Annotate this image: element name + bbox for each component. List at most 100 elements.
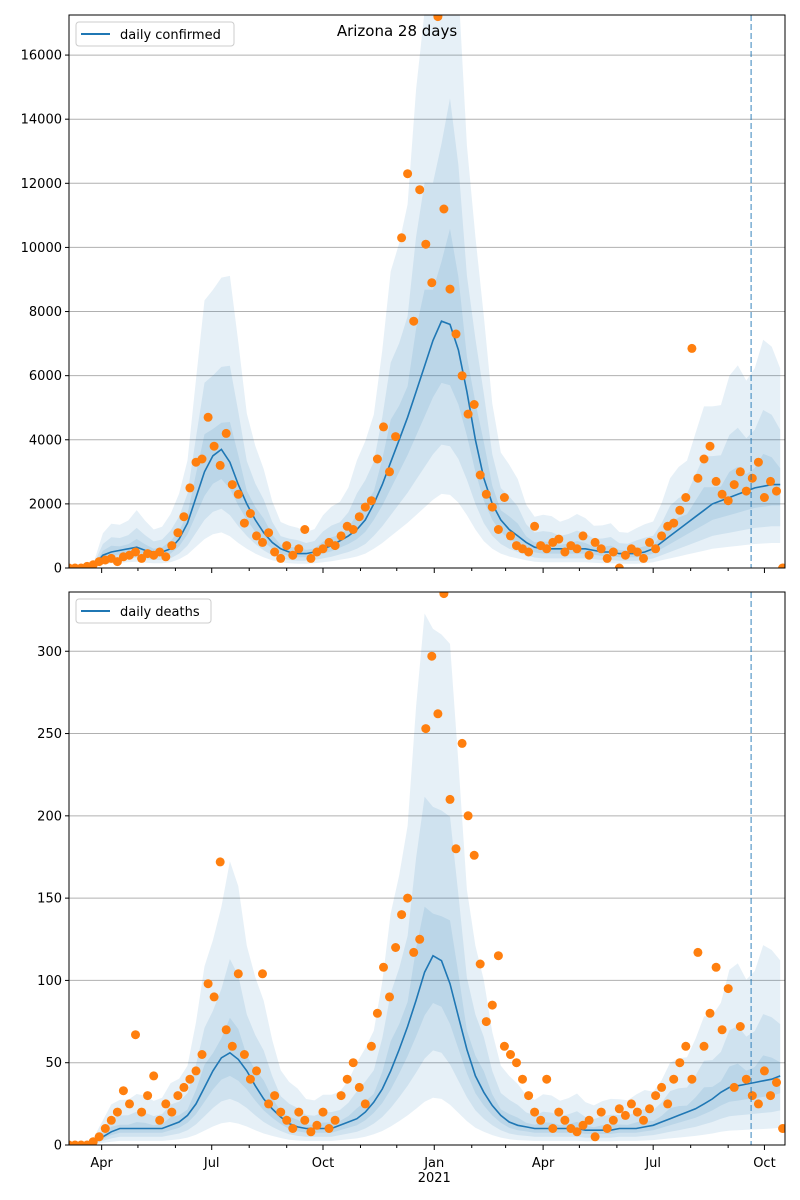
observed-point <box>427 278 437 288</box>
observed-point <box>288 1124 298 1133</box>
observed-point <box>530 1107 540 1117</box>
observed-point <box>741 1074 751 1084</box>
observed-point <box>614 563 624 568</box>
y-tick-label: 16000 <box>21 49 62 64</box>
observed-point <box>518 1074 527 1084</box>
observed-point <box>179 512 189 522</box>
observed-point <box>379 422 388 432</box>
legend: daily deaths <box>75 598 212 624</box>
observed-point <box>705 441 715 451</box>
observed-point <box>699 454 709 464</box>
observed-point <box>185 1074 195 1084</box>
observed-point <box>300 525 310 534</box>
observed-point <box>227 1041 237 1051</box>
observed-point <box>185 483 195 493</box>
observed-point <box>294 544 304 554</box>
observed-point <box>717 489 727 499</box>
observed-point <box>639 1115 648 1125</box>
observed-point <box>252 1066 261 1076</box>
observed-point <box>645 537 654 547</box>
observed-point <box>457 738 467 748</box>
observed-point <box>723 984 733 994</box>
observed-point <box>469 400 479 409</box>
observed-point <box>372 454 382 464</box>
observed-point <box>766 1091 775 1101</box>
observed-point <box>711 476 721 486</box>
observed-point <box>481 489 491 499</box>
observed-point <box>602 1124 612 1133</box>
y-tick-label: 4000 <box>29 433 62 448</box>
observed-point <box>451 844 461 854</box>
observed-point <box>506 531 515 541</box>
observed-point <box>161 1099 171 1109</box>
observed-point <box>778 563 785 568</box>
observed-point <box>167 1107 177 1117</box>
observed-point <box>233 489 243 499</box>
observed-point <box>118 1086 128 1096</box>
observed-point <box>723 496 733 506</box>
x-year-label: 2021 <box>418 1171 451 1186</box>
observed-point <box>699 1041 709 1051</box>
observed-point <box>155 547 165 557</box>
observed-point <box>645 1104 654 1114</box>
observed-point <box>578 1120 588 1130</box>
observed-point <box>391 943 401 952</box>
observed-point <box>221 1025 231 1035</box>
observed-point <box>584 550 594 560</box>
observed-point <box>391 432 401 442</box>
observed-point <box>239 1050 249 1059</box>
observed-point <box>415 934 425 944</box>
observed-point <box>693 947 703 957</box>
y-tick-label: 300 <box>37 645 62 660</box>
y-tick-label: 0 <box>54 562 62 577</box>
legend-label: daily confirmed <box>120 28 221 43</box>
legend-box <box>75 598 212 624</box>
observed-point <box>560 1115 570 1125</box>
observed-point <box>264 1099 274 1109</box>
observed-point <box>245 1074 255 1084</box>
y-tick-label: 6000 <box>29 369 62 384</box>
observed-point <box>499 1041 509 1051</box>
observed-point <box>572 544 582 554</box>
observed-point <box>693 473 703 483</box>
x-tick-label: Apr <box>532 1156 555 1171</box>
observed-point <box>463 811 473 821</box>
observed-point <box>439 592 449 599</box>
plot-area <box>69 592 785 1145</box>
observed-point <box>415 185 425 195</box>
observed-point <box>620 550 630 560</box>
observed-point <box>336 1091 346 1101</box>
observed-point <box>536 1115 546 1125</box>
observed-point <box>252 531 261 541</box>
observed-point <box>747 1091 757 1101</box>
y-tick-label: 250 <box>37 727 62 742</box>
observed-point <box>614 1104 624 1114</box>
panel-deaths: 0 50 100 150 200 250 300 daily deaths <box>37 591 786 1154</box>
observed-point <box>657 531 667 541</box>
observed-point <box>481 1017 491 1027</box>
x-tick-label: Jul <box>203 1156 220 1171</box>
observed-point <box>542 1074 552 1084</box>
observed-point <box>282 1115 292 1125</box>
observed-point <box>397 233 407 243</box>
observed-point <box>493 525 503 534</box>
observed-point <box>215 460 225 470</box>
observed-point <box>112 557 122 567</box>
observed-point <box>548 1124 558 1133</box>
observed-point <box>669 518 679 528</box>
observed-point <box>681 1041 691 1051</box>
observed-point <box>711 962 721 972</box>
uncertainty-band <box>69 98 781 568</box>
observed-point <box>221 428 231 438</box>
observed-point <box>149 1071 159 1081</box>
observed-point <box>330 541 340 551</box>
observed-point <box>282 541 292 551</box>
observed-point <box>137 1107 147 1117</box>
observed-point <box>651 544 661 554</box>
observed-point <box>578 531 588 541</box>
observed-point <box>131 1030 140 1040</box>
observed-point <box>512 1058 521 1068</box>
observed-point <box>626 1099 636 1109</box>
observed-point <box>759 493 769 502</box>
